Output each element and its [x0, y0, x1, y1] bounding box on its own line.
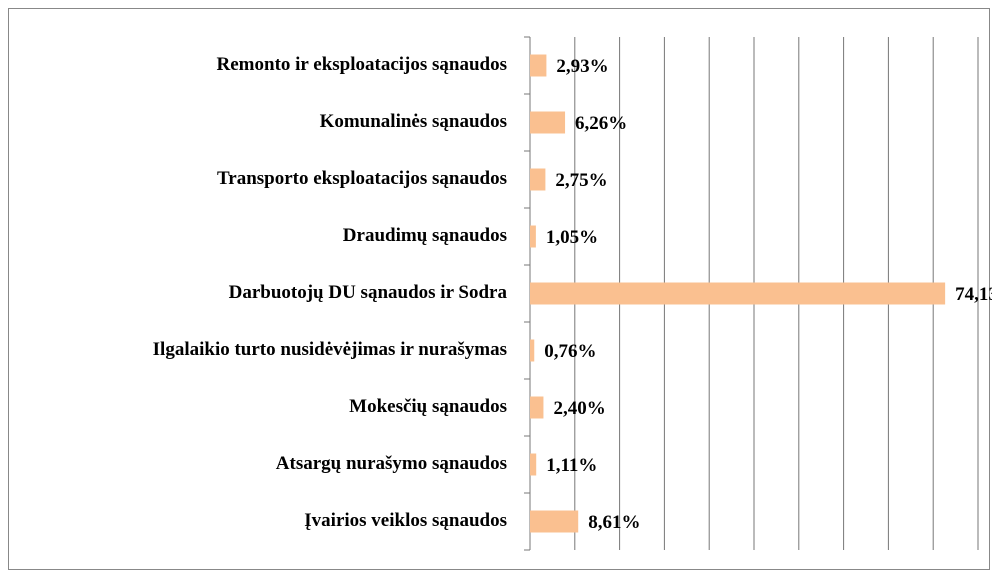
bar: [530, 168, 546, 191]
y-tick-label: Remonto ir eksploatacijos sąnaudos: [217, 54, 507, 75]
y-tick-label: Transporto eksploatacijos sąnaudos: [217, 168, 507, 189]
value-label: 8,61%: [588, 512, 640, 533]
bar: [530, 453, 537, 476]
bar: [530, 54, 547, 77]
value-label: 2,93%: [556, 56, 608, 77]
y-tick-label: Atsargų nurašymo sąnaudos: [276, 453, 507, 474]
bar: [530, 282, 946, 305]
value-label: 1,05%: [546, 227, 598, 248]
value-label: 74,13%: [955, 284, 992, 305]
y-tick-label: Mokesčių sąnaudos: [349, 396, 507, 417]
value-label: 2,75%: [555, 170, 607, 191]
y-tick-label: Draudimų sąnaudos: [343, 225, 507, 246]
value-label: 2,40%: [553, 398, 605, 419]
y-tick-label: Įvairios veiklos sąnaudos: [304, 510, 507, 531]
y-tick-label: Komunalinės sąnaudos: [320, 111, 507, 132]
y-tick-label: Darbuotojų DU sąnaudos ir Sodra: [229, 282, 508, 303]
bar: [530, 510, 579, 533]
value-label: 0,76%: [544, 341, 596, 362]
bar: [530, 339, 535, 362]
value-label: 6,26%: [575, 113, 627, 134]
bar: [530, 225, 536, 248]
chart-border: [8, 8, 990, 570]
value-label: 1,11%: [546, 455, 597, 476]
y-tick-label: Ilgalaikio turto nusidėvėjimas ir nurašy…: [153, 339, 507, 360]
bar: [530, 111, 566, 134]
bar: [530, 396, 544, 419]
